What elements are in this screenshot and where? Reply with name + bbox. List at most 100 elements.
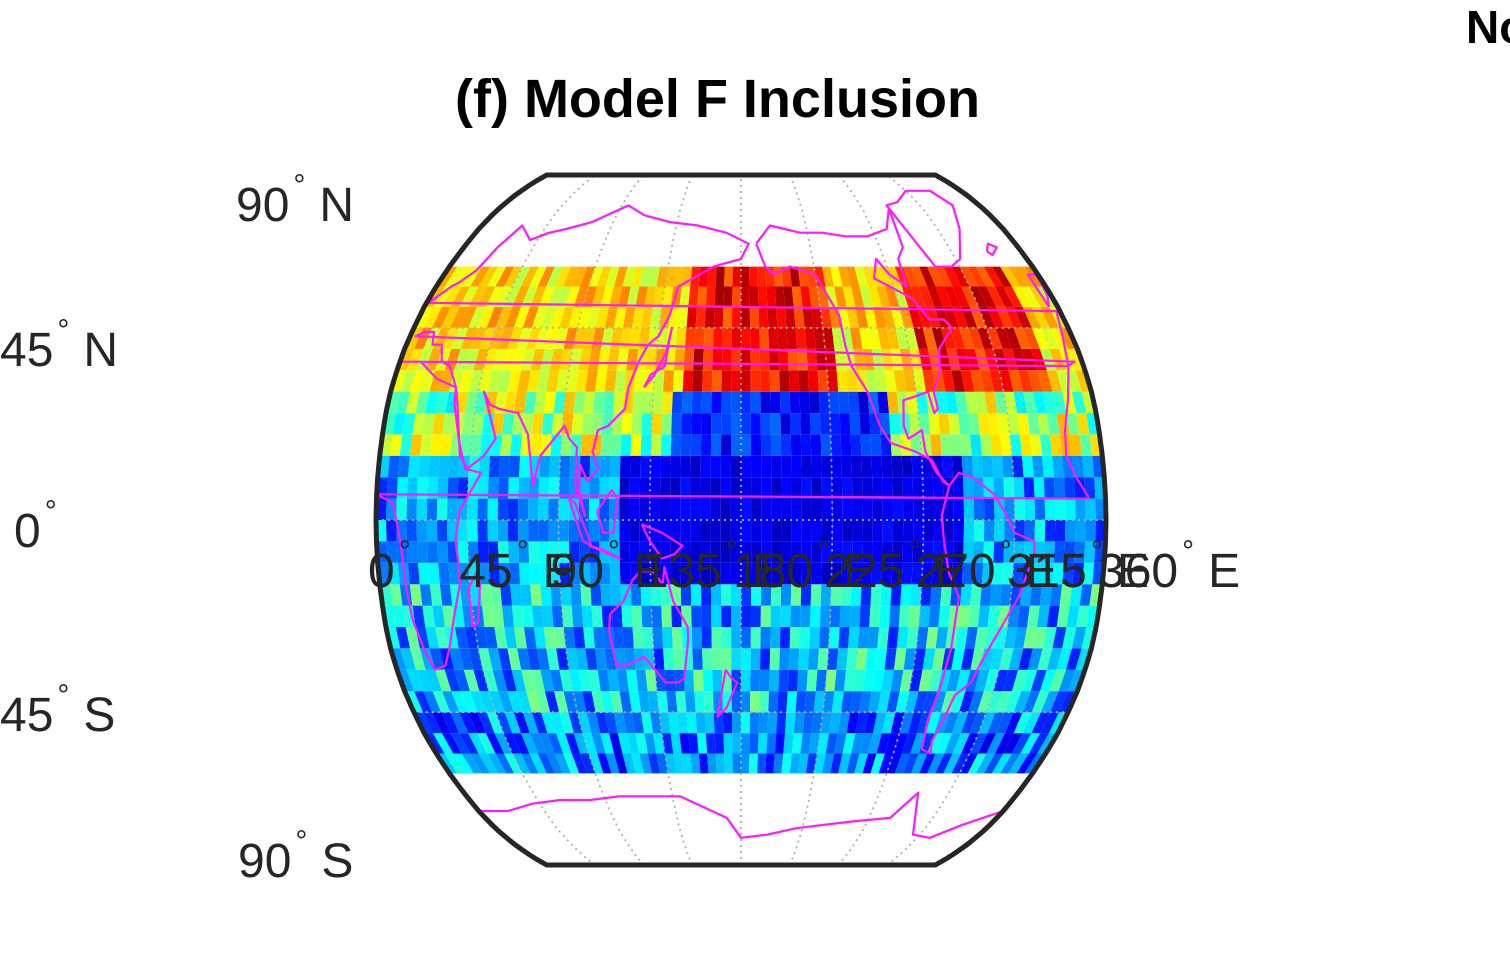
grid-cell xyxy=(838,627,850,649)
grid-cell xyxy=(795,691,807,713)
grid-cell xyxy=(760,584,772,606)
grid-cell xyxy=(433,733,454,754)
grid-cell xyxy=(572,691,587,713)
grid-cell xyxy=(642,391,654,414)
grid-cell xyxy=(553,391,566,414)
grid-cell xyxy=(750,648,761,670)
meridian-line xyxy=(648,175,694,865)
grid-cell xyxy=(597,753,612,774)
grid-cell xyxy=(1022,712,1041,734)
grid-cell xyxy=(961,733,979,754)
grid-cell xyxy=(919,266,936,287)
grid-cell xyxy=(540,434,552,456)
grid-cell xyxy=(1042,391,1057,414)
grid-cell xyxy=(859,327,872,349)
grid-cell xyxy=(720,562,731,585)
grid-cell xyxy=(791,455,802,478)
degree-symbol: ° xyxy=(57,314,70,347)
grid-cell xyxy=(429,648,445,670)
grid-cell xyxy=(588,753,604,774)
grid-cell xyxy=(770,584,782,606)
grid-cell xyxy=(588,669,601,692)
grid-cell xyxy=(799,627,811,649)
grid-cell xyxy=(760,627,771,649)
grid-cell xyxy=(695,712,706,734)
grid-cell xyxy=(1039,434,1053,456)
grid-cell xyxy=(943,498,954,520)
grid-cell xyxy=(1005,306,1023,328)
grid-cell xyxy=(925,712,941,734)
longitude-label-hemisphere: E xyxy=(1025,545,1058,598)
grid-cell xyxy=(789,391,801,414)
grid-cell xyxy=(502,348,517,371)
grid-cell xyxy=(852,520,863,542)
grid-cell xyxy=(761,520,772,542)
grid-cell xyxy=(1052,627,1067,649)
longitude-label: 135 ° E xyxy=(642,537,784,596)
grid-cell xyxy=(855,306,869,328)
grid-cell xyxy=(981,562,994,585)
grid-cell xyxy=(1040,691,1059,713)
longitude-label: 270 ° E xyxy=(916,537,1058,598)
grid-cell xyxy=(785,712,796,734)
grid-cell xyxy=(406,541,418,563)
grid-cell xyxy=(960,584,972,606)
grid-cell xyxy=(758,306,769,328)
grid-cell xyxy=(559,455,571,478)
grid-cell xyxy=(741,434,751,456)
grid-cell xyxy=(1020,286,1041,307)
grid-cell xyxy=(641,712,653,734)
grid-cell xyxy=(987,306,1005,328)
grid-cell xyxy=(517,648,531,670)
grid-cell xyxy=(867,627,880,649)
grid-cell xyxy=(535,327,551,349)
grid-cell xyxy=(516,327,532,349)
grid-cell xyxy=(1013,712,1032,734)
grid-cell xyxy=(504,306,521,328)
grid-cell xyxy=(468,733,487,754)
grid-cell xyxy=(500,584,512,606)
grid-cell xyxy=(473,669,489,692)
grid-cell xyxy=(436,498,448,520)
grid-cell xyxy=(773,753,784,774)
grid-cell xyxy=(406,498,417,520)
grid-cell xyxy=(750,348,761,371)
grid-cell xyxy=(609,286,623,307)
grid-cell xyxy=(797,669,808,692)
grid-cell xyxy=(693,669,704,692)
grid-cell xyxy=(750,413,761,435)
grid-cell xyxy=(416,348,433,371)
grid-cell xyxy=(698,753,709,774)
grid-cell xyxy=(504,753,523,774)
grid-cell xyxy=(538,498,549,520)
grid-cell xyxy=(690,434,702,456)
grid-cell xyxy=(387,455,400,478)
grid-cell xyxy=(458,648,474,670)
grid-cell xyxy=(548,541,560,563)
grid-cell xyxy=(799,391,811,414)
grid-cell xyxy=(429,584,443,606)
grid-cell xyxy=(517,520,529,542)
grid-cell xyxy=(892,498,904,520)
grid-cell xyxy=(830,584,842,606)
grid-cell xyxy=(791,520,802,542)
grid-cell xyxy=(1016,753,1038,774)
grid-cell xyxy=(477,498,488,520)
grid-cell xyxy=(644,286,657,307)
grid-cell xyxy=(974,627,988,649)
grid-cell xyxy=(438,455,450,478)
grid-cell xyxy=(786,327,798,349)
grid-cell xyxy=(919,753,936,774)
grid-cell xyxy=(560,434,572,456)
grid-cell xyxy=(983,541,995,563)
grid-cell xyxy=(984,520,995,542)
grid-cell xyxy=(781,541,792,563)
grid-cell xyxy=(538,286,555,307)
grid-cell xyxy=(741,266,750,287)
grid-cell xyxy=(881,669,894,692)
grid-cell xyxy=(655,348,667,371)
grid-cell xyxy=(996,712,1014,734)
grid-cell xyxy=(563,627,576,649)
grid-cell xyxy=(944,286,961,307)
grid-cell xyxy=(686,306,697,328)
